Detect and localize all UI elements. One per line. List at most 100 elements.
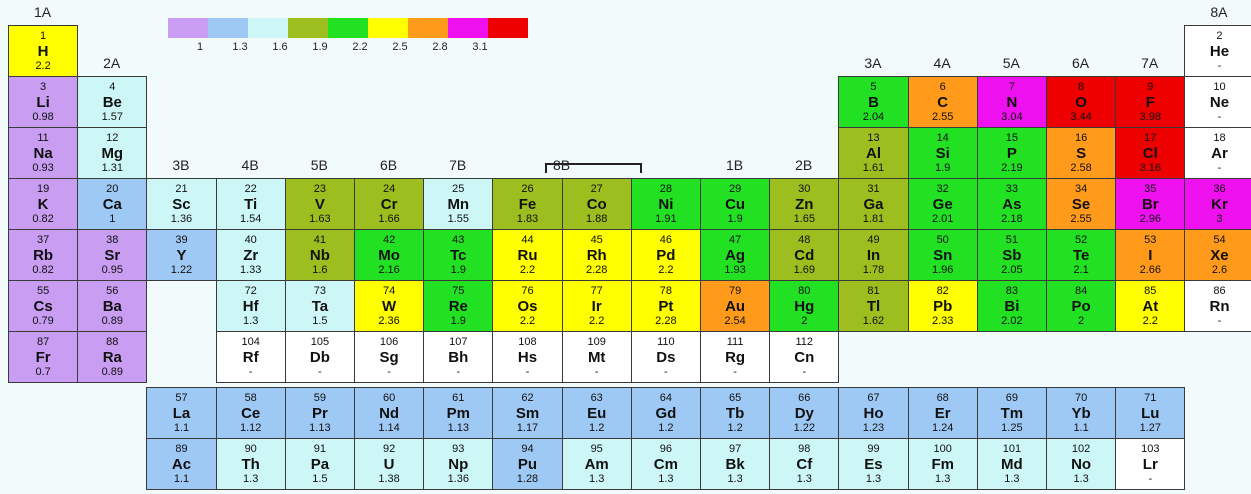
electronegativity-value: -	[594, 365, 599, 378]
element-symbol: Cr	[380, 195, 398, 213]
element-sm: 62 Sm 1.17	[492, 387, 563, 439]
electronegativity-value: 1.81	[862, 212, 885, 225]
element-symbol: Ru	[517, 246, 538, 264]
atomic-number: 103	[1141, 442, 1160, 455]
group-label-3a: 3A	[864, 55, 882, 71]
element-b: 5 B 2.04	[838, 76, 909, 128]
atomic-number: 43	[452, 233, 465, 246]
element-mg: 12 Mg 1.31	[77, 127, 148, 179]
group-label-4a: 4A	[933, 55, 951, 71]
atomic-number: 40	[244, 233, 257, 246]
element-symbol: Mn	[447, 195, 470, 213]
atomic-number: 5	[870, 80, 877, 93]
atomic-number: 98	[798, 442, 811, 455]
electronegativity-value: 2.05	[1001, 263, 1023, 276]
element-symbol: Cn	[794, 348, 815, 366]
element-symbol: Np	[448, 455, 469, 473]
element-symbol: Cu	[725, 195, 746, 213]
element-bk: 97 Bk 1.3	[700, 438, 771, 490]
element-symbol: Tl	[866, 297, 881, 315]
element-db: 105 Db -	[284, 331, 355, 383]
element-symbol: Cl	[1142, 144, 1158, 162]
atomic-number: 86	[1213, 284, 1226, 297]
element-lu: 71 Lu 1.27	[1115, 387, 1186, 439]
element-symbol: Bh	[448, 348, 469, 366]
atomic-number: 112	[795, 335, 814, 348]
element-er: 68 Er 1.24	[907, 387, 978, 439]
atomic-number: 56	[106, 284, 119, 297]
atomic-number: 79	[728, 284, 742, 297]
atomic-number: 68	[936, 391, 949, 404]
element-symbol: N	[1006, 93, 1018, 111]
atomic-number: 102	[1071, 442, 1091, 455]
electronegativity-value: -	[248, 365, 253, 378]
element-symbol: Bi	[1004, 297, 1020, 315]
electronegativity-value: 1.33	[239, 263, 262, 276]
atomic-number: 42	[382, 233, 396, 246]
legend-swatch	[448, 18, 488, 38]
electronegativity-value: 1.27	[1139, 421, 1161, 434]
element-symbol: Kr	[1211, 195, 1228, 213]
element-symbol: Lr	[1142, 455, 1158, 473]
atomic-number: 71	[1144, 391, 1157, 404]
electronegativity-value: 2.04	[862, 110, 885, 123]
element-symbol: H	[37, 42, 49, 60]
element-ra: 88 Ra 0.89	[77, 331, 148, 383]
element-ag: 47 Ag 1.93	[700, 229, 771, 281]
element-symbol: Tm	[1000, 404, 1024, 422]
atomic-number: 93	[452, 442, 465, 455]
element-rh: 45 Rh 2.28	[561, 229, 632, 281]
element-symbol: Es	[864, 455, 883, 473]
element-br: 35 Br 2.96	[1115, 178, 1186, 230]
element-symbol: Au	[725, 297, 746, 315]
atomic-number: 12	[106, 131, 119, 144]
element-symbol: Ti	[244, 195, 258, 213]
atomic-number: 58	[244, 391, 257, 404]
element-symbol: Fm	[931, 455, 954, 473]
element-s: 16 S 2.58	[1046, 127, 1117, 179]
element-symbol: No	[1071, 455, 1092, 473]
atomic-number: 1	[40, 29, 47, 42]
element-symbol: Zr	[243, 246, 259, 264]
element-symbol: Tb	[725, 404, 745, 422]
electronegativity-value: -	[664, 365, 668, 378]
atomic-number: 110	[657, 335, 675, 348]
atomic-number: 60	[382, 391, 396, 404]
element-symbol: V	[314, 195, 325, 213]
element-hf: 72 Hf 1.3	[215, 280, 286, 332]
electronegativity-value: 2.6	[1211, 263, 1228, 276]
element-symbol: Al	[865, 144, 881, 162]
atomic-number: 26	[521, 182, 534, 195]
element-fr: 87 Fr 0.7	[8, 331, 79, 383]
atomic-number: 101	[1002, 442, 1022, 455]
electronegativity-value: 1	[109, 212, 116, 225]
element-symbol: U	[383, 455, 395, 473]
element-sg: 106 Sg -	[354, 331, 425, 383]
legend-label: 1.6	[272, 41, 288, 53]
element-rg: 111 Rg -	[700, 331, 771, 383]
electronegativity-value: 0.79	[32, 314, 54, 327]
element-kr: 36 Kr 3	[1184, 178, 1251, 230]
atomic-number: 22	[244, 182, 257, 195]
electronegativity-value: 2.2	[1142, 314, 1158, 327]
electronegativity-value: 2.01	[931, 212, 954, 225]
electronegativity-value: 0.82	[32, 212, 54, 225]
electronegativity-value: 1.66	[378, 212, 400, 225]
element-symbol: Gd	[655, 404, 677, 422]
element-symbol: S	[1076, 144, 1087, 162]
element-pd: 46 Pd 2.2	[630, 229, 701, 281]
electronegativity-value: 0.82	[32, 263, 54, 276]
element-c: 6 C 2.55	[907, 76, 978, 128]
electronegativity-value: 1.83	[516, 212, 539, 225]
element-tc: 43 Tc 1.9	[423, 229, 494, 281]
element-symbol: Hf	[242, 297, 259, 315]
electronegativity-value: -	[733, 365, 737, 378]
element-symbol: W	[382, 297, 397, 315]
electronegativity-value: 1.1	[173, 421, 190, 434]
element-ti: 22 Ti 1.54	[215, 178, 286, 230]
element-symbol: Te	[1072, 246, 1090, 264]
element-symbol: Bk	[725, 455, 745, 473]
legend-swatch	[408, 18, 448, 38]
atomic-number: 70	[1074, 391, 1088, 404]
atomic-number: 77	[590, 284, 603, 297]
